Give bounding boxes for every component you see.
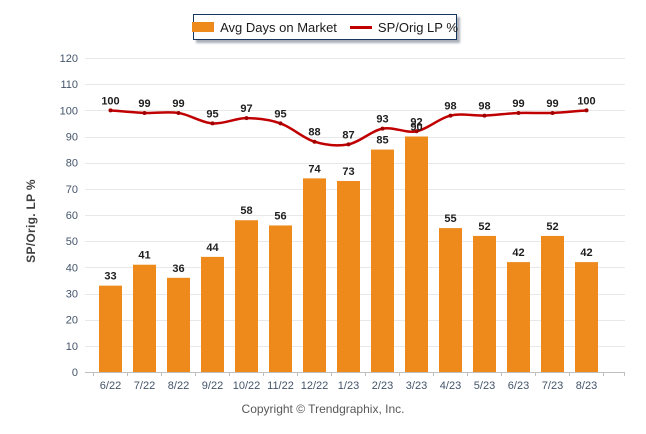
- bar-label: 90: [410, 122, 422, 134]
- line-label: 100: [101, 95, 119, 107]
- bar: [303, 178, 326, 372]
- bar: [167, 277, 190, 372]
- y-tick-label: 100: [60, 105, 78, 117]
- x-tick-label: 1/23: [338, 380, 359, 392]
- x-tick-label: 8/22: [168, 380, 189, 392]
- bar: [99, 285, 122, 372]
- x-tick-label: 5/23: [474, 380, 495, 392]
- line-label: 99: [546, 98, 558, 110]
- line-label: 88: [308, 127, 320, 139]
- y-tick-label: 10: [66, 341, 78, 353]
- line-label: 92: [410, 116, 422, 128]
- line-point: [312, 139, 317, 144]
- bar-label: 58: [240, 205, 252, 217]
- x-tick-label: 6/23: [508, 380, 529, 392]
- y-tick-label: 60: [66, 210, 78, 222]
- x-tick-label: 4/23: [440, 380, 461, 392]
- bar: [473, 235, 496, 372]
- x-tick-label: 7/23: [542, 380, 563, 392]
- line-point: [516, 110, 521, 115]
- y-tick-label: 80: [66, 158, 78, 170]
- y-tick-label: 0: [72, 367, 78, 379]
- line-point: [346, 142, 351, 147]
- bar-label: 36: [172, 263, 184, 275]
- y-tick-label: 50: [66, 236, 78, 248]
- line-label: 99: [512, 98, 524, 110]
- x-tick-label: 7/22: [134, 380, 155, 392]
- x-tick-label: 9/22: [202, 380, 223, 392]
- copyright-text: Copyright © Trendgraphix, Inc.: [241, 402, 405, 416]
- bar-label: 56: [274, 210, 286, 222]
- bar: [337, 180, 360, 372]
- bar: [371, 149, 394, 372]
- x-tick-label: 8/23: [576, 380, 597, 392]
- bar-label: 41: [138, 250, 150, 262]
- legend-label-sp-orig-lp: SP/Orig LP %: [377, 19, 458, 35]
- x-tick-label: 11/22: [267, 380, 294, 392]
- line-label: 98: [478, 101, 490, 113]
- y-axis-title: SP/Orig. LP %: [24, 179, 38, 263]
- y-tick-label: 20: [66, 315, 78, 327]
- line-label: 87: [342, 129, 354, 141]
- y-tick-label: 90: [66, 132, 78, 144]
- legend-label-avg-days: Avg Days on Market: [220, 19, 337, 35]
- y-tick-label: 30: [66, 289, 78, 301]
- bar-label: 42: [512, 247, 524, 259]
- bar-label: 52: [546, 221, 558, 233]
- line-label: 95: [274, 108, 286, 120]
- bar: [269, 225, 292, 372]
- bar-label: 44: [206, 242, 219, 254]
- y-tick-label: 40: [66, 262, 78, 274]
- y-tick-label: 120: [60, 53, 78, 65]
- line-label: 99: [138, 98, 150, 110]
- bar-label: 74: [308, 163, 321, 175]
- line-label: 98: [444, 101, 456, 113]
- line-label: 95: [206, 108, 218, 120]
- bar: [235, 220, 258, 372]
- x-tick-label: 6/22: [100, 380, 121, 392]
- line-point: [448, 113, 453, 118]
- x-tick-label: 12/22: [301, 380, 329, 392]
- line-point: [108, 108, 113, 113]
- x-tick-label: 10/22: [233, 380, 261, 392]
- line-label: 97: [240, 103, 252, 115]
- chart-legend: Avg Days on Market SP/Orig LP %: [192, 14, 458, 40]
- line-label: 99: [172, 98, 184, 110]
- y-tick-label: 70: [66, 184, 78, 196]
- bar-label: 42: [580, 247, 592, 259]
- x-tick-label: 2/23: [372, 380, 393, 392]
- line-point: [482, 113, 487, 118]
- bar: [507, 262, 530, 372]
- line-point: [550, 110, 555, 115]
- line-point: [380, 126, 385, 131]
- x-tick-label: 3/23: [406, 380, 427, 392]
- line-point: [142, 110, 147, 115]
- line-point: [176, 110, 181, 115]
- bar-label: 55: [444, 213, 456, 225]
- bar: [541, 235, 564, 372]
- bar-swatch-icon: [192, 22, 215, 32]
- bar: [405, 136, 428, 372]
- line-point: [210, 121, 215, 126]
- line-label: 93: [376, 114, 388, 126]
- bar-label: 52: [478, 221, 490, 233]
- line-swatch-icon: [349, 25, 372, 29]
- bar: [133, 264, 156, 372]
- line-point: [414, 129, 419, 134]
- bar-label: 73: [342, 166, 354, 178]
- line-point: [244, 116, 249, 121]
- bar: [201, 256, 224, 372]
- legend-item-sp-orig-lp: SP/Orig LP %: [349, 19, 458, 35]
- y-tick-label: 110: [60, 79, 78, 91]
- bar: [575, 262, 598, 372]
- bar-label: 33: [104, 271, 116, 283]
- line-point: [584, 108, 589, 113]
- bar: [439, 228, 462, 372]
- line-point: [278, 121, 283, 126]
- line-label: 100: [577, 95, 595, 107]
- bar-label: 85: [376, 135, 388, 147]
- legend-item-avg-days: Avg Days on Market: [192, 20, 337, 35]
